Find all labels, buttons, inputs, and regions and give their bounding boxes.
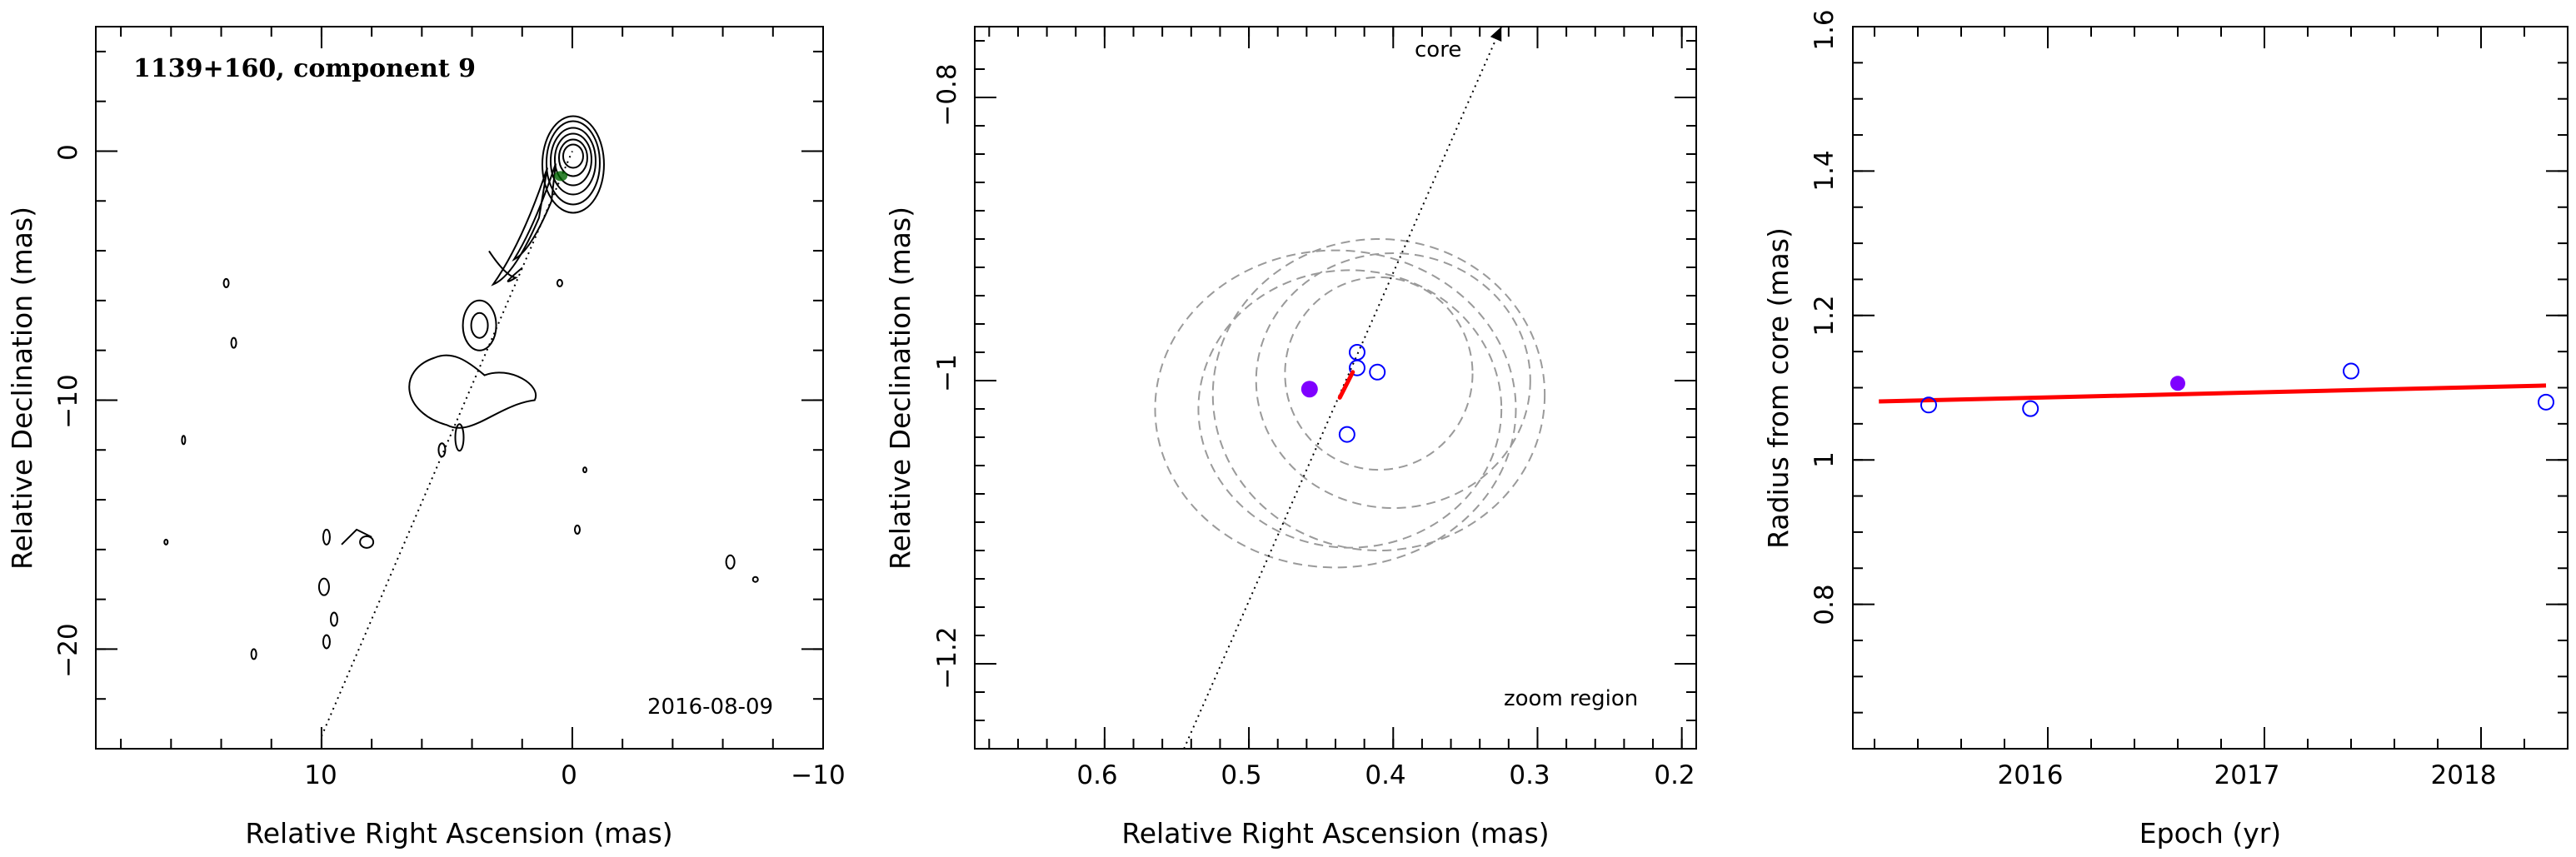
y-axis-label: Relative Declination (mas) <box>6 207 38 570</box>
error-ellipse <box>1211 238 1546 551</box>
y-tick-label: −0.8 <box>932 63 962 126</box>
y-axis-label: Relative Declination (mas) <box>884 207 916 570</box>
x-tick-label: 0.4 <box>1365 760 1405 790</box>
panel-radius-vs-epoch: 2016 2017 2018 0.8 1 1.2 1.4 1.6 Epoch (… <box>1762 9 2569 850</box>
contour-line <box>322 528 331 546</box>
map-title: 1139+160, component 9 <box>133 54 476 83</box>
x-tick-label: 2018 <box>2431 760 2497 790</box>
contour-line <box>329 611 338 627</box>
contour-line <box>317 577 330 596</box>
x-tick-label: 10 <box>304 760 337 790</box>
jet-direction-line <box>321 151 573 737</box>
contour-lines <box>163 115 759 660</box>
y-tick-label: −1.2 <box>932 626 962 689</box>
contour-line <box>181 435 187 446</box>
contour-line <box>470 311 489 339</box>
data-point <box>2022 400 2039 417</box>
contour-line <box>725 554 736 570</box>
y-tick-label: 1.4 <box>1810 150 1840 191</box>
error-ellipse <box>1197 269 1503 549</box>
panel-contour-map: 1139+160, component 9 2016-08-09 10 0 −1… <box>6 26 846 850</box>
y-tick-label: 0 <box>53 144 83 161</box>
contour-line <box>163 538 169 546</box>
highlighted-point <box>1300 381 1318 398</box>
plot-frame <box>1852 26 2569 750</box>
contour-line <box>541 115 605 214</box>
x-axis-label: Relative Right Ascension (mas) <box>245 817 672 850</box>
x-axis-label: Epoch (yr) <box>2139 817 2281 850</box>
error-ellipse <box>1154 249 1517 569</box>
contour-line <box>341 528 372 546</box>
contour-line <box>582 466 588 474</box>
contour-line <box>562 143 584 169</box>
data-point <box>1348 344 1365 361</box>
contour-line <box>512 163 557 262</box>
x-tick-label: 2016 <box>1998 760 2064 790</box>
contour-line <box>549 127 597 196</box>
component-marker <box>554 171 568 182</box>
contour-line <box>553 132 592 187</box>
y-tick-label: −10 <box>53 374 83 428</box>
core-label: core <box>1415 37 1461 62</box>
data-point <box>2538 393 2554 411</box>
contour-line <box>250 648 257 660</box>
contour-line <box>359 535 375 549</box>
x-tick-label: −10 <box>791 760 845 790</box>
highlighted-point <box>2170 376 2185 391</box>
y-tick-label: 0.8 <box>1810 584 1840 625</box>
x-tick-label: 0.5 <box>1221 760 1261 790</box>
contour-line <box>408 354 537 429</box>
panel-zoom-region: core zoom region 0.6 0.5 0.4 0.3 0.2 −0.… <box>884 26 1697 850</box>
y-tick-label: 1.6 <box>1810 9 1840 50</box>
contour-line <box>462 299 497 351</box>
velocity-vector <box>1337 370 1355 400</box>
x-tick-label: 0.3 <box>1509 760 1550 790</box>
x-tick-label: 0.6 <box>1076 760 1117 790</box>
epoch-date-label: 2016-08-09 <box>647 695 773 720</box>
data-point <box>2343 362 2359 380</box>
linear-fit-line <box>1879 383 2547 404</box>
zoom-region-label: zoom region <box>1504 686 1638 711</box>
contour-line <box>557 138 588 177</box>
plot-frame <box>95 26 824 750</box>
y-tick-label: −20 <box>53 623 83 677</box>
data-point <box>1348 359 1365 376</box>
error-ellipse <box>1284 276 1474 471</box>
contour-line <box>751 575 759 583</box>
contour-line <box>454 423 465 452</box>
error-ellipse <box>1255 252 1531 509</box>
contour-line <box>491 167 548 286</box>
contour-line <box>230 336 237 349</box>
contour-line <box>437 442 447 458</box>
plot-frame <box>974 26 1697 750</box>
y-tick-label: −1 <box>932 354 962 392</box>
contour-line <box>488 250 523 282</box>
x-tick-label: 0 <box>561 760 577 790</box>
panel-2-marks <box>975 26 1696 750</box>
contour-line <box>322 634 331 650</box>
data-point <box>1369 363 1386 381</box>
data-point <box>1338 426 1355 443</box>
contour-line <box>573 524 581 535</box>
x-tick-label: 0.2 <box>1654 760 1695 790</box>
data-point <box>1920 396 1937 414</box>
x-tick-label: 2017 <box>2214 760 2280 790</box>
core-arrowhead <box>1490 27 1502 42</box>
contour-line <box>545 120 601 206</box>
y-axis-label: Radius from core (mas) <box>1762 227 1795 549</box>
panel-3-marks <box>1853 26 2569 750</box>
contour-line <box>222 277 230 288</box>
panel-1-marks <box>96 27 824 750</box>
y-tick-label: 1.2 <box>1810 295 1840 336</box>
contour-line <box>556 278 563 287</box>
y-tick-label: 1 <box>1810 451 1840 468</box>
x-axis-label: Relative Right Ascension (mas) <box>1121 817 1549 850</box>
